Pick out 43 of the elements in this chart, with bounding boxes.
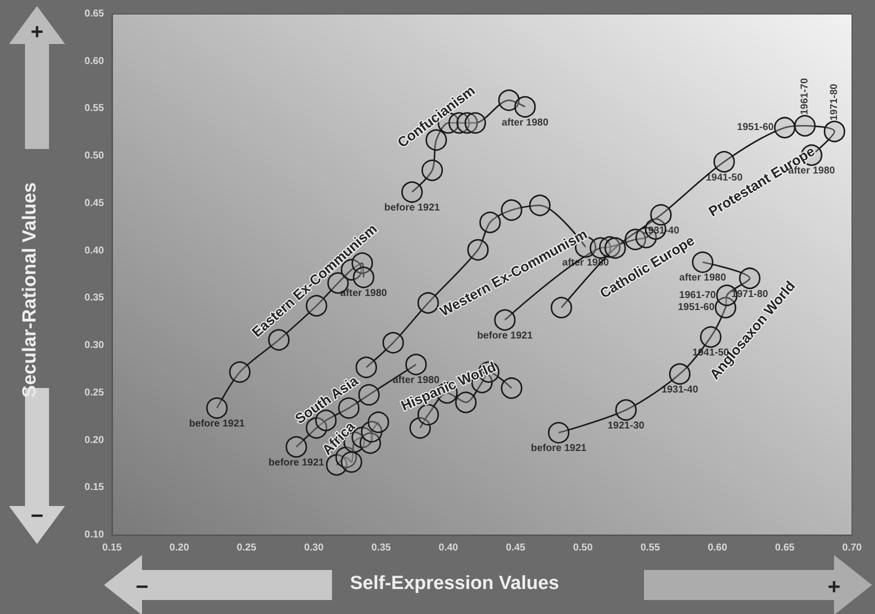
annotation: 1931-40 xyxy=(661,384,699,396)
annotation: after 1980 xyxy=(392,374,440,386)
annotation: before 1921 xyxy=(477,330,534,342)
arrow-icon: + xyxy=(642,553,874,614)
y-tick-label: 0.40 xyxy=(84,245,104,256)
annotation: 1961-70 xyxy=(799,78,810,115)
x-tick-label: 0.70 xyxy=(842,542,862,554)
x-tick-label: 0.35 xyxy=(371,542,392,554)
x-tick-label: 0.30 xyxy=(304,542,324,554)
y-tick-label: 0.15 xyxy=(84,482,104,494)
y-tick-label: 0.25 xyxy=(84,387,104,398)
y-tick-label: 0.65 xyxy=(84,8,104,20)
y-tick-label: 0.55 xyxy=(84,103,104,114)
y-tick-label: 0.60 xyxy=(84,56,104,67)
y-tick-label: 0.10 xyxy=(84,530,104,540)
x-tick-label: 0.65 xyxy=(774,542,795,554)
annotation: after 1980 xyxy=(679,272,726,284)
x-tick-label: 0.40 xyxy=(438,542,459,554)
x-tick-label: 0.25 xyxy=(236,542,257,554)
annotation: before 1921 xyxy=(384,202,440,214)
x-tick-label: 0.20 xyxy=(170,542,190,554)
annotation: 1951-60 xyxy=(737,122,774,134)
x-tick-label: 0.60 xyxy=(708,542,728,554)
annotation: 1951-60 xyxy=(678,302,715,314)
annotation: 1921-30 xyxy=(608,420,645,432)
annotation: before 1921 xyxy=(189,418,246,430)
annotation: before 1921 xyxy=(268,457,325,468)
annotation: after 1980 xyxy=(502,117,549,128)
x-axis-title: Self-Expression Values xyxy=(350,573,560,594)
y-tick-label: 0.30 xyxy=(84,340,104,352)
annotation: before 1921 xyxy=(530,443,587,454)
annotation: 1971-80 xyxy=(829,83,840,120)
x-tick-label: 0.55 xyxy=(640,542,660,554)
y-tick-label: 0.45 xyxy=(84,198,104,209)
x-tick-label: 0.15 xyxy=(102,542,122,554)
arrow-icon: + xyxy=(7,4,67,150)
y-tick-label: 0.50 xyxy=(84,150,104,162)
x-tick-label: 0.45 xyxy=(506,542,526,554)
x-tick-label: 0.50 xyxy=(573,542,594,554)
y-tick-label: 0.35 xyxy=(84,292,104,304)
arrow-icon: − xyxy=(102,553,334,614)
annotation: 1961-70 xyxy=(679,290,716,301)
y-tick-label: 0.20 xyxy=(84,434,104,446)
